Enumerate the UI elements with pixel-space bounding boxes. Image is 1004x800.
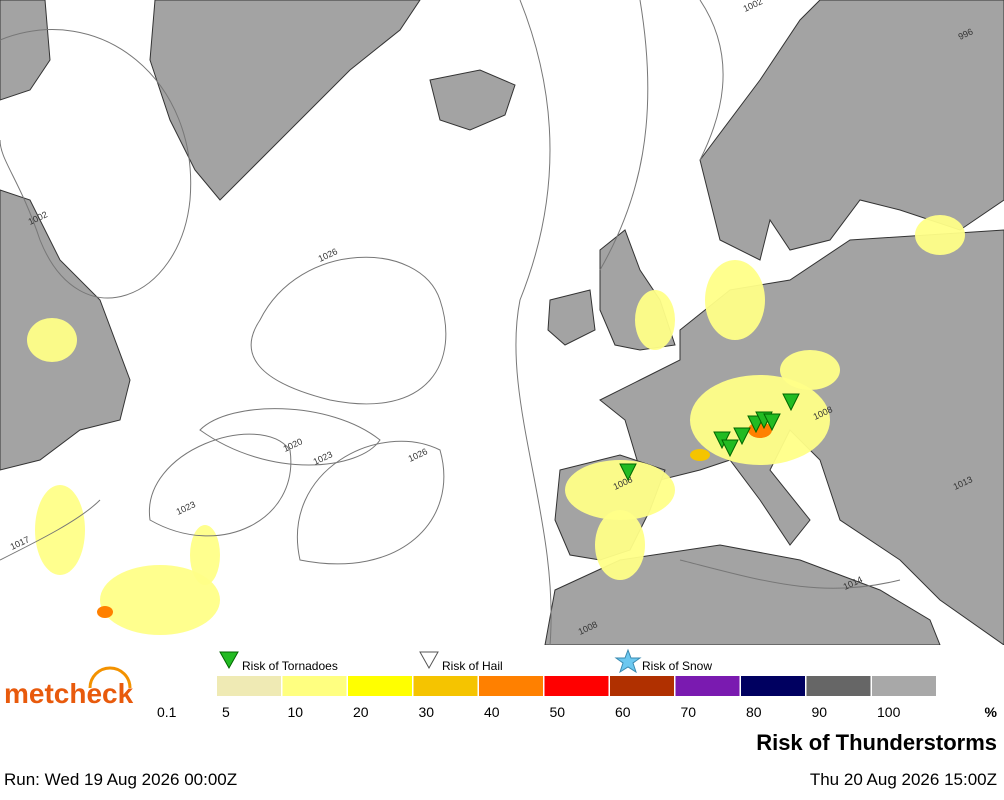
scale-swatch bbox=[413, 676, 478, 696]
tornado-markers bbox=[619, 393, 800, 482]
legend-marker: Risk of Hail bbox=[442, 659, 503, 673]
tornado-marker bbox=[721, 439, 739, 458]
snow-icon bbox=[614, 648, 642, 674]
run-time: Run: Wed 19 Aug 2026 00:00Z bbox=[4, 770, 237, 789]
scale-swatch bbox=[348, 676, 412, 696]
tornado-marker bbox=[763, 413, 781, 432]
tornado-marker bbox=[619, 463, 637, 482]
scale-swatch bbox=[741, 676, 805, 696]
valid-time: Thu 20 Aug 2026 15:00Z bbox=[810, 770, 997, 789]
scale-label: 20 bbox=[353, 704, 369, 720]
scale-label: 90 bbox=[812, 704, 828, 720]
tornado-icon bbox=[219, 651, 239, 670]
scale-label: 10 bbox=[288, 704, 304, 720]
scale-swatch bbox=[217, 676, 281, 696]
scale-label: 5 bbox=[222, 704, 230, 720]
scale-swatch bbox=[479, 676, 543, 696]
scale-swatch bbox=[544, 676, 609, 696]
scale-swatch bbox=[282, 676, 347, 696]
legend-panel bbox=[0, 645, 1004, 800]
scale-label: 100 bbox=[877, 704, 901, 720]
title: Risk of Thunderstorms bbox=[756, 730, 997, 755]
hail-icon bbox=[419, 651, 439, 670]
legend-marker: Risk of Tornadoes bbox=[242, 659, 338, 673]
scale-label: 30 bbox=[419, 704, 435, 720]
logo: metcheck bbox=[4, 666, 134, 709]
logo-text: metcheck bbox=[4, 678, 134, 709]
scale-swatch bbox=[610, 676, 674, 696]
isobars bbox=[0, 0, 901, 646]
tornado-marker bbox=[782, 393, 800, 412]
legend-marker: Risk of Snow bbox=[642, 659, 712, 673]
scale-label: 40 bbox=[484, 704, 500, 720]
scale-swatch bbox=[872, 676, 936, 696]
scale-swatch bbox=[806, 676, 871, 696]
scale-label: 80 bbox=[746, 704, 762, 720]
scale-unit: % bbox=[985, 704, 998, 720]
tornado-marker bbox=[733, 427, 751, 446]
scale-label: 50 bbox=[550, 704, 566, 720]
scale-label: 60 bbox=[615, 704, 631, 720]
scale-label: 0.1 bbox=[157, 704, 177, 720]
scale-swatch bbox=[675, 676, 740, 696]
scale-label: 70 bbox=[681, 704, 697, 720]
